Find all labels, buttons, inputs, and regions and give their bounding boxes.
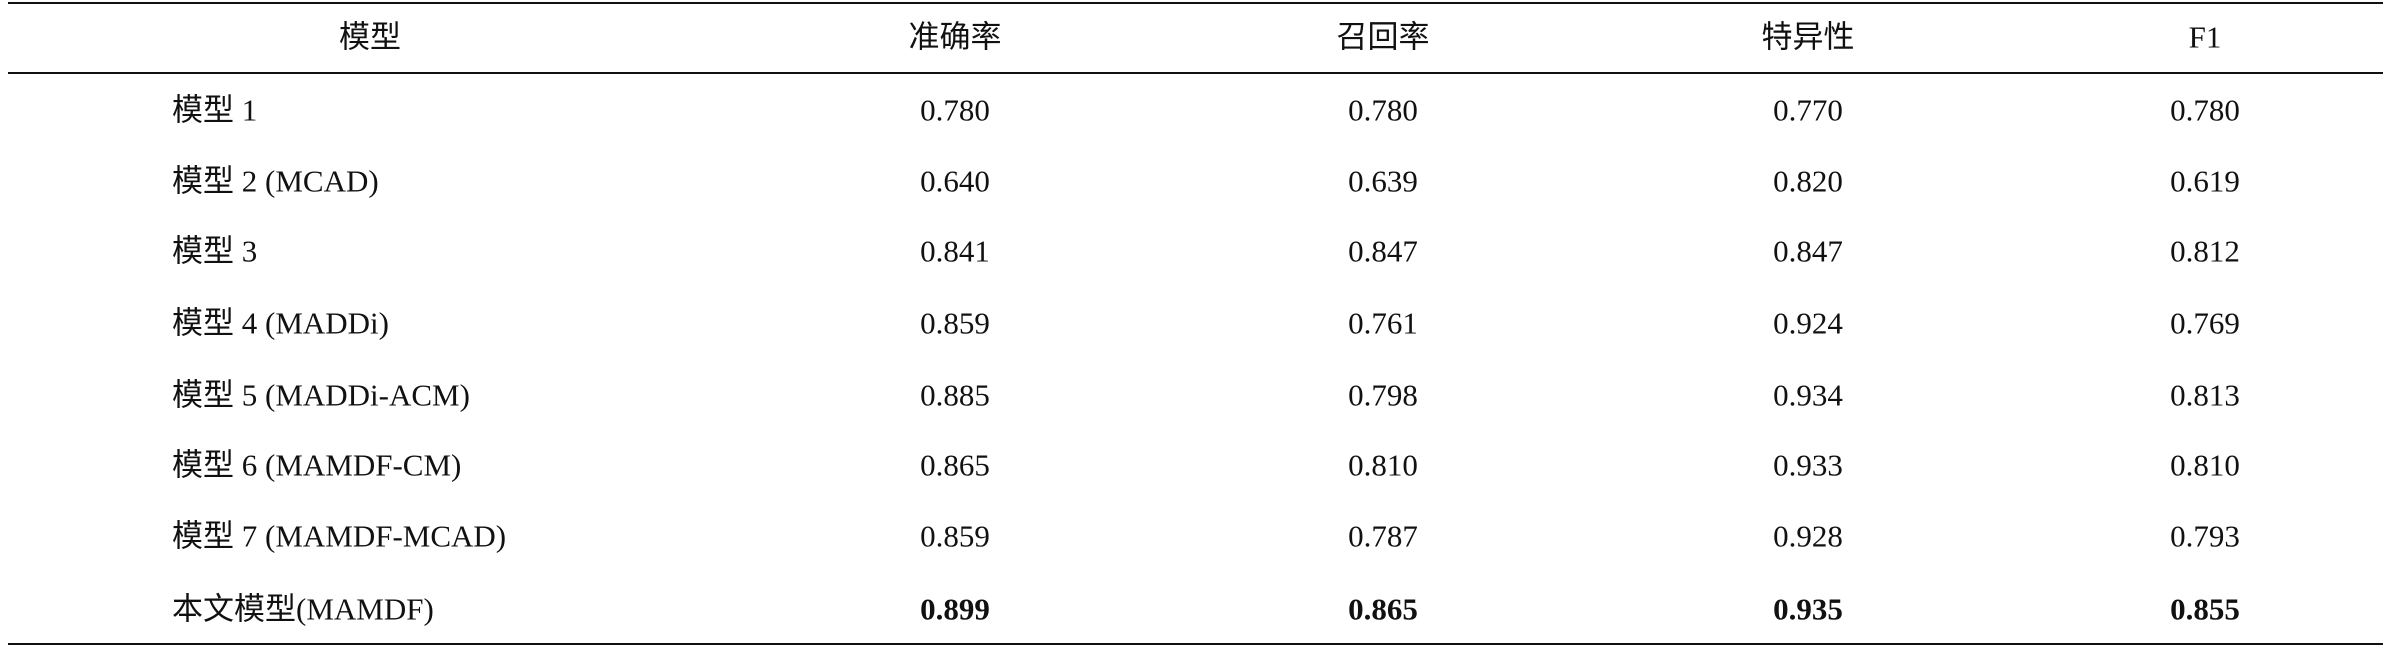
bottom-rule [8, 643, 2383, 645]
row-label: 模型 4 (MADDi) [172, 305, 389, 341]
value-cell: 0.934 [1773, 377, 1843, 413]
value-cell: 0.640 [920, 163, 990, 199]
value-cell: 0.639 [1348, 163, 1418, 199]
header-cell: 特异性 [1761, 19, 1855, 55]
row-label: 模型 6 (MAMDF-CM) [172, 447, 462, 483]
value-cell: 0.769 [2170, 305, 2240, 341]
header-cell: 模型 [339, 19, 401, 55]
row-label: 本文模型(MAMDF) [172, 591, 434, 627]
value-cell: 0.761 [1348, 305, 1418, 341]
value-cell: 0.793 [2170, 518, 2240, 554]
value-cell: 0.780 [920, 92, 990, 128]
value-cell: 0.933 [1773, 447, 1843, 483]
value-cell: 0.865 [1348, 591, 1418, 627]
header-rule [8, 72, 2383, 74]
value-cell: 0.885 [920, 377, 990, 413]
value-cell: 0.798 [1348, 377, 1418, 413]
value-cell: 0.770 [1773, 92, 1843, 128]
row-label: 模型 2 (MCAD) [172, 163, 379, 199]
value-cell: 0.859 [920, 518, 990, 554]
header-cell: 召回率 [1336, 19, 1430, 55]
value-cell: 0.859 [920, 305, 990, 341]
header-cell: F1 [2188, 19, 2222, 55]
row-label: 模型 3 [172, 233, 258, 269]
value-cell: 0.820 [1773, 163, 1843, 199]
value-cell: 0.935 [1773, 591, 1843, 627]
value-cell: 0.813 [2170, 377, 2240, 413]
value-cell: 0.810 [1348, 447, 1418, 483]
row-label: 模型 7 (MAMDF-MCAD) [172, 518, 507, 554]
value-cell: 0.780 [1348, 92, 1418, 128]
value-cell: 0.787 [1348, 518, 1418, 554]
top-rule [8, 2, 2383, 4]
value-cell: 0.865 [920, 447, 990, 483]
value-cell: 0.841 [920, 233, 990, 269]
value-cell: 0.847 [1348, 233, 1418, 269]
value-cell: 0.847 [1773, 233, 1843, 269]
value-cell: 0.810 [2170, 447, 2240, 483]
value-cell: 0.928 [1773, 518, 1843, 554]
value-cell: 0.855 [2170, 591, 2240, 627]
value-cell: 0.899 [920, 591, 990, 627]
value-cell: 0.780 [2170, 92, 2240, 128]
row-label: 模型 1 [172, 92, 258, 128]
header-cell: 准确率 [908, 19, 1002, 55]
value-cell: 0.812 [2170, 233, 2240, 269]
value-cell: 0.924 [1773, 305, 1843, 341]
row-label: 模型 5 (MADDi-ACM) [172, 377, 470, 413]
value-cell: 0.619 [2170, 163, 2240, 199]
